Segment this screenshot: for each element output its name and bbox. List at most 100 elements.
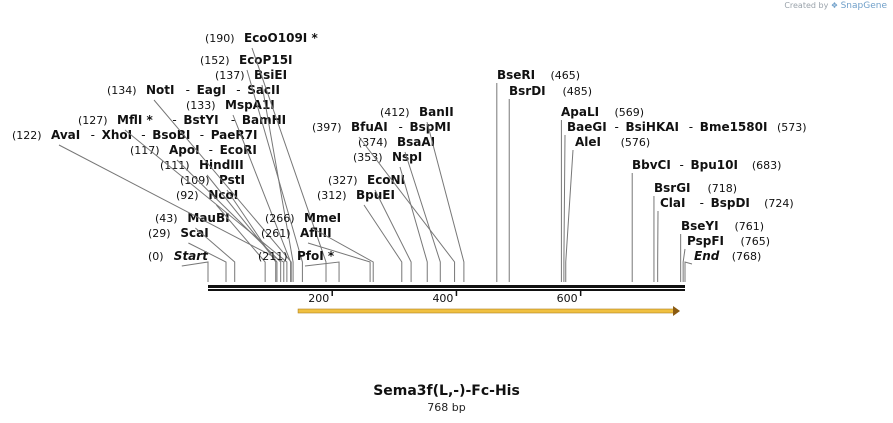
site-leader-line	[251, 47, 327, 282]
site-position: (133)	[186, 99, 216, 112]
site-position: (576)	[621, 136, 651, 149]
site-position: (134)	[107, 84, 137, 97]
site-name-pspfi: PspFI	[687, 234, 724, 248]
site-name-bseri: BseRI	[497, 68, 535, 82]
site-leader-line	[304, 261, 340, 282]
site-position: (152)	[200, 54, 230, 67]
site-name-baegi: BaeGI	[567, 120, 607, 134]
axis-tick-label: 200	[308, 292, 329, 305]
credit-brand: SnapGene	[840, 1, 887, 11]
site-name-psti: PstI	[219, 173, 245, 187]
site-name-mspa1i: MspA1I	[225, 98, 275, 112]
sequence-map: (0) Start(29) ScaI(43) MauBI(92) NcoI(109) Ps…	[12, 31, 807, 316]
backbone-bottom	[208, 289, 685, 291]
site-name-bsaai: BsaAI	[397, 135, 435, 149]
axis-tick-label: 400	[432, 292, 453, 305]
site-name-xhoi: XhoI	[102, 128, 133, 142]
site-separator: -	[186, 83, 190, 97]
site-position: (312)	[317, 189, 347, 202]
site-separator: -	[91, 128, 95, 142]
site-leader-line	[307, 242, 371, 282]
site-separator: -	[680, 158, 684, 172]
site-name-hindiii: HindIII	[199, 158, 244, 172]
site-name-sacii: SacII	[247, 83, 280, 97]
site-separator: -	[399, 120, 403, 134]
site-name-bsobi: BsoBI	[152, 128, 190, 142]
site-position: (211)	[258, 250, 288, 263]
site-name-econi: EcoNI	[367, 173, 405, 187]
site-name-bbvci: BbvCI	[632, 158, 671, 172]
snapgene-logo-icon: ❖	[830, 1, 839, 10]
feature-arrowhead	[673, 306, 681, 316]
site-separator: -	[231, 113, 235, 127]
site-leader-line	[261, 84, 294, 282]
site-name-mfli: MflI *	[117, 113, 153, 127]
site-name-bpu10i: Bpu10I	[691, 158, 738, 172]
site-name-bsrdi: BsrDI	[509, 84, 546, 98]
site-name-mmei: MmeI	[304, 211, 341, 225]
site-name-avai: AvaI	[51, 128, 80, 142]
site-leader-line	[358, 136, 456, 282]
site-position: (573)	[777, 121, 807, 134]
site-position: (569)	[615, 106, 645, 119]
site-name-maubi: MauBI	[187, 211, 229, 225]
site-separator: -	[209, 143, 213, 157]
site-name-ecori: EcoRI	[220, 143, 257, 157]
site-separator: -	[141, 128, 145, 142]
axis-tick-label: 600	[557, 292, 578, 305]
site-position: (718)	[708, 182, 738, 195]
site-leader-line	[58, 144, 285, 282]
site-separator: -	[172, 113, 176, 127]
site-position: (412)	[380, 106, 410, 119]
site-name-eagi: EagI	[197, 83, 226, 97]
site-position: (724)	[764, 197, 794, 210]
site-position: (768)	[732, 250, 762, 263]
site-name-bspdi: BspDI	[711, 196, 750, 210]
site-position: (261)	[261, 227, 291, 240]
site-name-bpuei: BpuEI	[356, 188, 395, 202]
site-name-noti: NotI	[146, 83, 175, 97]
site-position: (111)	[160, 159, 190, 172]
site-position: (29)	[148, 227, 171, 240]
site-position: (765)	[741, 235, 771, 248]
site-name-apali: ApaLI	[561, 105, 599, 119]
site-leader-line	[363, 204, 403, 282]
site-leader-line	[682, 248, 686, 282]
site-separator: -	[615, 120, 619, 134]
site-name-alei: AleI	[575, 135, 601, 149]
site-position: (92)	[176, 189, 199, 202]
site-separator: -	[689, 120, 693, 134]
site-position: (761)	[735, 220, 765, 233]
site-name-pfoi: PfoI *	[297, 249, 335, 263]
site-name-ecoo109i: EcoO109I *	[244, 31, 318, 45]
site-name-scai: ScaI	[180, 226, 208, 240]
site-name-bme1580i: Bme1580I	[700, 120, 768, 134]
site-leader-line	[188, 242, 227, 282]
site-position: (43)	[155, 212, 178, 225]
site-leader-line	[124, 129, 288, 282]
site-position: (465)	[551, 69, 581, 82]
site-position: (683)	[752, 159, 782, 172]
site-position: (109)	[180, 174, 210, 187]
site-leader-line	[565, 149, 574, 282]
site-leader-line	[246, 69, 303, 282]
site-position: (117)	[130, 144, 160, 157]
site-position: (190)	[205, 32, 235, 45]
site-name-bsihkai: BsiHKAI	[626, 120, 680, 134]
site-position: (137)	[215, 69, 245, 82]
site-name-end: End	[694, 249, 720, 263]
site-name-clai: ClaI	[660, 196, 685, 210]
site-name-apoi: ApoI	[169, 143, 200, 157]
site-position: (327)	[328, 174, 358, 187]
site-leader-line	[176, 159, 282, 282]
site-leader-line	[374, 189, 412, 282]
site-leader-line	[684, 261, 693, 282]
site-leader-line	[226, 189, 277, 282]
site-leader-line	[563, 134, 566, 282]
site-name-start: Start	[174, 249, 209, 263]
site-leader-line	[399, 166, 428, 282]
site-leader-line	[426, 121, 465, 282]
site-position: (353)	[353, 151, 383, 164]
site-position: (374)	[358, 136, 388, 149]
site-name-bseyi: BseYI	[681, 219, 719, 233]
